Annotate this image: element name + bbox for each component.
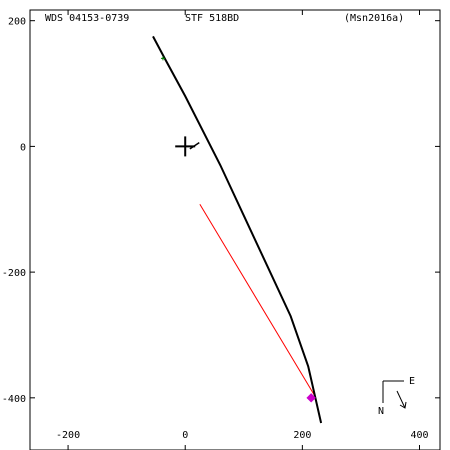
header-center-name: STF 518BD xyxy=(185,13,239,24)
observation-point-0 xyxy=(160,56,165,61)
y-tick-label-3: -400 xyxy=(2,394,26,405)
header-right-ref: (Msn2016a) xyxy=(344,13,404,24)
x-tick-label-3: 400 xyxy=(410,430,428,441)
y-tick-label-1: 0 xyxy=(20,142,26,153)
x-tick-label-0: -200 xyxy=(56,430,80,441)
y-tick-label-0: 200 xyxy=(8,17,26,28)
orientation-indicator: E N xyxy=(378,376,415,417)
axis-ticks: -200 0 200 400 200 0 -200 -400 xyxy=(2,10,440,450)
x-tick-label-2: 200 xyxy=(293,430,311,441)
x-tick-label-1: 0 xyxy=(182,430,188,441)
orbit-series xyxy=(152,35,323,424)
orientation-east-label: E xyxy=(409,376,415,387)
orientation-arrowhead xyxy=(399,401,407,409)
plot-frame xyxy=(29,9,441,450)
orbit-path xyxy=(152,35,323,424)
orientation-motion-arrow xyxy=(396,390,406,409)
header-left-wds: WDS 04153-0739 xyxy=(45,13,129,24)
observation-point-1 xyxy=(306,393,316,403)
y-tick-label-2: -200 xyxy=(2,268,26,279)
orientation-north-label: N xyxy=(378,406,384,417)
residual-line xyxy=(199,203,316,397)
